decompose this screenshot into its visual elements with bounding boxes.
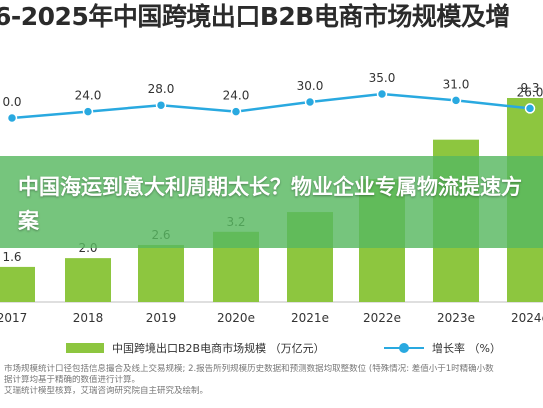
bar-2019	[138, 244, 184, 302]
chart-legend: 中国跨境出口B2B电商市场规模 （万亿元） 增长率 （%）	[0, 338, 543, 358]
legend-bar-label: 中国跨境出口B2B电商市场规模 （万亿元）	[112, 342, 325, 355]
bar-2017	[0, 266, 35, 302]
legend-line-label: 增长率 （%）	[432, 342, 501, 355]
growth-point-2018	[82, 106, 94, 117]
growth-point-2022e	[376, 88, 388, 100]
headline-text[interactable]: 中国海运到意大利周期太长？物业企业专属物流提速方案	[18, 175, 522, 233]
note-line-3: 艾瑞统计模型核算，艾瑞咨询研究院自主研究及绘制。	[4, 386, 209, 396]
legend-item-bar: 中国跨境出口B2B电商市场规模 （万亿元）	[66, 338, 325, 358]
x-tick-label-2017: 2017	[0, 311, 27, 325]
growth-value-label-2019: 28.0	[148, 82, 175, 96]
bar-value-label-2017: 1.6	[2, 250, 21, 264]
growth-rate-line	[11, 92, 531, 120]
legend-item-line: 增长率 （%）	[384, 338, 501, 358]
x-tick-label-2019: 2019	[146, 311, 177, 325]
headline-banner[interactable]: 中国海运到意大利周期太长？物业企业专属物流提速方案	[0, 156, 543, 248]
growth-point-2020e	[230, 106, 242, 117]
legend-bar-swatch	[66, 343, 104, 353]
x-tick-label-2022e: 2022e	[363, 311, 401, 325]
x-tick-label-2024e: 2024e	[511, 311, 543, 325]
growth-point-2019	[155, 99, 167, 111]
bar-value-label-2024e: 9.3	[520, 81, 539, 95]
note-line-1: 市场规模统计口径包括信息撮合及线上交易规模; 2.报告所列规模历史数据和预测数据…	[4, 364, 494, 374]
x-tick-label-2021e: 2021e	[291, 311, 329, 325]
note-line-2: 据计算均基于精确的数值进行计算。	[4, 375, 141, 385]
chart-title: 6-2025年中国跨境出口B2B电商市场规模及增	[0, 2, 510, 31]
growth-value-label-2017: 0.0	[2, 95, 21, 109]
growth-value-label-2021e: 30.0	[297, 79, 324, 93]
growth-value-label-2023e: 31.0	[443, 77, 470, 91]
growth-point-2017	[6, 112, 18, 124]
source-notes: 市场规模统计口径包括信息撮合及线上交易规模; 2.报告所列规模历史数据和预测数据…	[4, 364, 543, 397]
x-tick-label-2020e: 2020e	[217, 311, 255, 325]
bar-2018	[65, 258, 111, 302]
x-tick-label-2018: 2018	[73, 311, 104, 325]
growth-value-label-2020e: 24.0	[223, 89, 250, 103]
growth-point-2024e	[524, 103, 536, 114]
growth-point-2023e	[450, 95, 462, 106]
growth-value-label-2024e: 26.0	[517, 85, 543, 99]
growth-value-label-2022e: 35.0	[369, 71, 396, 85]
x-tick-label-2023e: 2023e	[437, 311, 475, 325]
growth-value-label-2018: 24.0	[75, 89, 102, 103]
growth-point-2021e	[304, 96, 316, 108]
legend-line-swatch	[384, 343, 424, 353]
